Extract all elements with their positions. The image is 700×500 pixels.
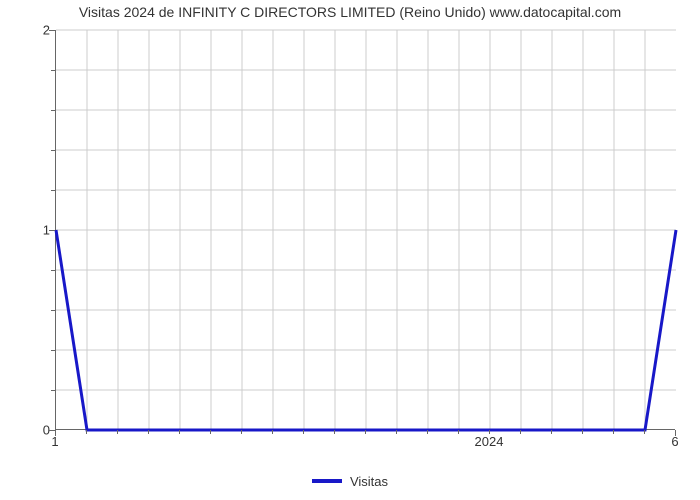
y-minor-tick (51, 310, 55, 311)
plot-area (55, 30, 675, 430)
x-minor-tick (241, 430, 242, 434)
x-minor-tick (644, 430, 645, 434)
chart-title: Visitas 2024 de INFINITY C DIRECTORS LIM… (0, 4, 700, 20)
x-minor-tick (520, 430, 521, 434)
y-minor-tick (51, 350, 55, 351)
y-minor-tick (51, 270, 55, 271)
y-minor-tick (51, 190, 55, 191)
x-minor-tick (303, 430, 304, 434)
x-tick-mark (675, 430, 676, 436)
y-minor-tick (51, 70, 55, 71)
x-minor-tick (210, 430, 211, 434)
x-tick-label: 6 (671, 434, 678, 449)
x-minor-tick (396, 430, 397, 434)
y-tick-mark (49, 230, 55, 231)
y-minor-tick (51, 110, 55, 111)
y-tick-mark (49, 30, 55, 31)
y-minor-tick (51, 390, 55, 391)
x-minor-tick (86, 430, 87, 434)
plot-svg (56, 30, 676, 430)
legend-swatch (312, 479, 342, 483)
x-minor-tick (272, 430, 273, 434)
legend: Visitas (0, 470, 700, 489)
x-extra-label: 2024 (475, 434, 504, 449)
x-minor-tick (179, 430, 180, 434)
grid (56, 30, 676, 430)
x-minor-tick (582, 430, 583, 434)
x-minor-tick (365, 430, 366, 434)
x-minor-tick (148, 430, 149, 434)
x-tick-label: 1 (51, 434, 58, 449)
x-minor-tick (334, 430, 335, 434)
x-minor-tick (613, 430, 614, 434)
legend-label: Visitas (350, 474, 388, 489)
chart-container: Visitas 2024 de INFINITY C DIRECTORS LIM… (0, 0, 700, 500)
y-tick-label: 2 (10, 23, 50, 38)
x-minor-tick (117, 430, 118, 434)
x-minor-tick (489, 430, 490, 434)
y-minor-tick (51, 150, 55, 151)
x-minor-tick (551, 430, 552, 434)
x-tick-mark (55, 430, 56, 436)
x-minor-tick (458, 430, 459, 434)
y-tick-label: 1 (10, 223, 50, 238)
y-tick-label: 0 (10, 423, 50, 438)
x-minor-tick (427, 430, 428, 434)
